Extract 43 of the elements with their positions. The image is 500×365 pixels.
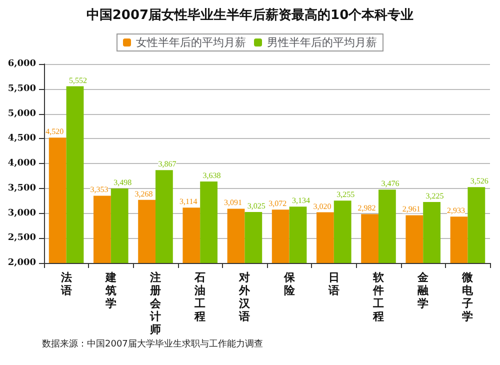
data-label: 2,933 xyxy=(447,206,466,216)
data-label: 3,114 xyxy=(180,197,198,206)
data-label: 2,982 xyxy=(358,204,376,213)
x-tick-label: 软件工程 xyxy=(372,271,385,323)
x-tick-label: 建筑学 xyxy=(104,271,116,310)
data-label: 3,526 xyxy=(470,176,488,186)
y-tick-label: 3,500 xyxy=(8,183,36,194)
legend-label: 男性半年后的平均月薪 xyxy=(267,36,377,49)
x-tick-label: 法语 xyxy=(60,271,72,297)
y-tick-label: 5,000 xyxy=(8,108,36,119)
data-label: 3,498 xyxy=(114,178,132,187)
x-tick-label: 对外汉语 xyxy=(238,271,252,323)
x-tick-label: 金融学 xyxy=(416,271,430,310)
y-tick-label: 2,000 xyxy=(8,258,36,268)
data-label: 3,638 xyxy=(202,171,221,180)
y-tick-label: 5,500 xyxy=(8,84,36,94)
data-label: 3,353 xyxy=(90,185,108,194)
x-tick-label: 日语 xyxy=(327,271,340,297)
x-tick-label: 保险 xyxy=(282,271,296,297)
y-tick-label: 6,000 xyxy=(8,59,36,69)
data-label: 3,020 xyxy=(313,202,332,211)
data-label: 3,134 xyxy=(292,196,310,206)
y-tick-label: 2,500 xyxy=(8,233,36,244)
data-label: 3,072 xyxy=(268,199,287,208)
x-tick-label: 石油工程 xyxy=(194,271,206,323)
y-tick-label: 4,000 xyxy=(8,158,36,168)
x-tick-label: 微电子学 xyxy=(461,271,474,323)
data-label: 5,552 xyxy=(68,76,87,85)
data-label: 4,520 xyxy=(46,127,64,136)
y-tick-label: 4,500 xyxy=(8,134,36,144)
legend-label: 女性半年后的平均月薪 xyxy=(136,36,246,49)
data-label: 3,268 xyxy=(134,189,153,198)
data-label: 3,091 xyxy=(224,198,242,208)
data-label: 3,255 xyxy=(336,190,355,200)
y-tick-label: 3,000 xyxy=(8,208,36,218)
data-label: 3,025 xyxy=(247,202,266,211)
data-label: 3,225 xyxy=(426,192,444,201)
data-label: 3,867 xyxy=(158,160,176,169)
data-label: 2,961 xyxy=(402,204,420,214)
chart-title: 中国2007届女性毕业生半年后薪资最高的10个本科专业 xyxy=(86,7,414,23)
source-note: 数据来源：中国2007届大学毕业生求职与工作能力调查 xyxy=(42,338,263,350)
data-label: 3,476 xyxy=(381,179,400,188)
x-tick-label: 注册会计师 xyxy=(149,271,162,336)
